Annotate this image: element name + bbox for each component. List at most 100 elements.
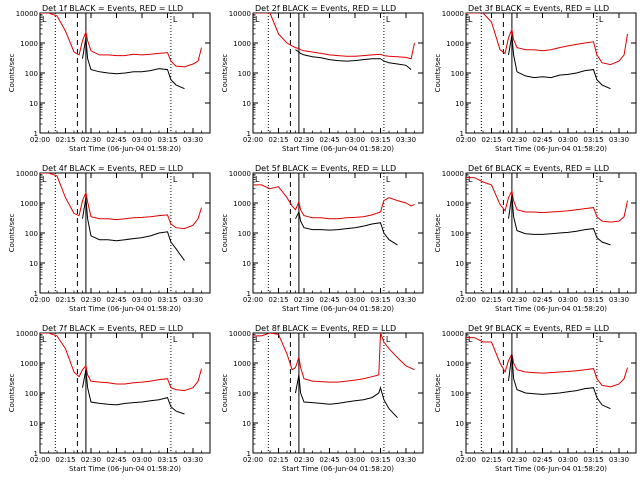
y-tick-label: 1 xyxy=(460,290,464,298)
y-tick-label: 10 xyxy=(29,100,38,108)
x-axis-label: Start Time (06-Jun-04 01:58:20) xyxy=(282,465,394,473)
y-tick-label: 10 xyxy=(242,420,251,428)
x-tick-label: 03:00 xyxy=(132,456,152,464)
y-tick-label: 10 xyxy=(455,260,464,268)
x-tick-label: 02:00 xyxy=(243,296,263,304)
panel-title: Det 3f BLACK = Events, RED = LLD xyxy=(468,4,609,13)
x-tick-label: 02:30 xyxy=(507,136,527,144)
x-tick-label: 03:00 xyxy=(345,136,365,144)
bracket-marker-right: L xyxy=(173,175,178,184)
y-tick-label: 1 xyxy=(460,130,464,138)
x-tick-label: 02:30 xyxy=(81,296,101,304)
x-tick-label: 03:15 xyxy=(157,456,177,464)
bracket-marker-left: L xyxy=(255,15,260,24)
detector-panel-2: Det 2f BLACK = Events, RED = LLD 1 10 100 10… xyxy=(221,4,424,153)
x-tick-label: 02:00 xyxy=(456,296,476,304)
y-tick-label: 10 xyxy=(29,260,38,268)
detector-panel-8: Det 8f BLACK = Events, RED = LLD 1 10 100 10… xyxy=(221,324,424,473)
plot-frame xyxy=(39,172,211,294)
x-tick-label: 02:15 xyxy=(481,456,501,464)
plot-frame xyxy=(465,12,637,134)
panel-title: Det 6f BLACK = Events, RED = LLD xyxy=(468,164,609,173)
y-tick-label: 10000 xyxy=(16,170,38,178)
y-tick-label: 1 xyxy=(34,290,38,298)
y-axis-label: Counts/sec xyxy=(8,374,16,413)
x-axis-label: Start Time (06-Jun-04 01:58:20) xyxy=(282,305,394,313)
x-tick-label: 02:30 xyxy=(294,296,314,304)
y-tick-label: 10 xyxy=(29,420,38,428)
y-tick-label: 1000 xyxy=(20,360,38,368)
y-tick-label: 1 xyxy=(247,450,251,458)
x-tick-label: 03:30 xyxy=(609,296,629,304)
detector-panel-7: Det 7f BLACK = Events, RED = LLD 1 10 100 10… xyxy=(8,324,211,473)
y-tick-label: 10000 xyxy=(16,10,38,18)
y-tick-label: 10000 xyxy=(229,330,251,338)
x-tick-label: 03:00 xyxy=(558,136,578,144)
panel-title: Det 2f BLACK = Events, RED = LLD xyxy=(255,4,396,13)
events-series-line xyxy=(295,210,398,246)
bracket-marker-right: L xyxy=(599,15,604,24)
panel-title: Det 7f BLACK = Events, RED = LLD xyxy=(42,324,183,333)
bracket-marker-right: L xyxy=(599,335,604,344)
lld-series-line xyxy=(253,13,415,60)
y-tick-label: 1 xyxy=(247,290,251,298)
x-tick-label: 02:15 xyxy=(55,136,75,144)
lld-series-line xyxy=(466,337,628,388)
x-tick-label: 02:30 xyxy=(294,136,314,144)
x-tick-label: 02:15 xyxy=(268,136,288,144)
x-tick-label: 03:15 xyxy=(157,296,177,304)
lld-series-line xyxy=(40,333,202,392)
x-axis-label: Start Time (06-Jun-04 01:58:20) xyxy=(69,465,181,473)
detector-panel-5: Det 5f BLACK = Events, RED = LLD 1 10 100 10… xyxy=(221,164,424,313)
x-tick-label: 03:00 xyxy=(558,296,578,304)
x-tick-label: 03:30 xyxy=(609,456,629,464)
detector-panel-4: Det 4f BLACK = Events, RED = LLD 1 10 100 10… xyxy=(8,164,211,313)
y-axis-label: Counts/sec xyxy=(8,54,16,93)
x-tick-label: 03:30 xyxy=(396,136,416,144)
x-tick-label: 02:15 xyxy=(481,136,501,144)
y-tick-label: 10000 xyxy=(442,10,464,18)
bracket-marker-left: L xyxy=(42,175,47,184)
detector-panel-9: Det 9f BLACK = Events, RED = LLD 1 10 100 10… xyxy=(434,324,637,473)
lld-series-line xyxy=(253,184,415,220)
y-tick-label: 10000 xyxy=(229,170,251,178)
x-tick-label: 03:30 xyxy=(183,136,203,144)
detector-panel-3: Det 3f BLACK = Events, RED = LLD 1 10 100 10… xyxy=(434,4,637,153)
plot-frame xyxy=(252,12,424,134)
x-tick-label: 03:00 xyxy=(132,296,152,304)
y-tick-label: 1000 xyxy=(446,40,464,48)
events-series-line xyxy=(508,35,611,90)
y-tick-label: 1000 xyxy=(20,40,38,48)
y-tick-label: 1000 xyxy=(446,200,464,208)
x-tick-label: 02:00 xyxy=(30,136,50,144)
x-tick-label: 03:30 xyxy=(183,456,203,464)
y-tick-label: 1000 xyxy=(20,200,38,208)
y-tick-label: 10000 xyxy=(16,330,38,338)
bracket-marker-left: L xyxy=(255,335,260,344)
x-tick-label: 02:45 xyxy=(532,456,552,464)
x-tick-label: 03:30 xyxy=(609,136,629,144)
events-series-line xyxy=(508,353,611,410)
panel-title: Det 4f BLACK = Events, RED = LLD xyxy=(42,164,183,173)
x-tick-label: 03:15 xyxy=(583,136,603,144)
x-tick-label: 02:45 xyxy=(106,296,126,304)
x-tick-label: 02:00 xyxy=(30,296,50,304)
y-tick-label: 10 xyxy=(242,100,251,108)
y-tick-label: 10000 xyxy=(442,330,464,338)
x-tick-label: 02:30 xyxy=(507,296,527,304)
x-tick-label: 03:15 xyxy=(157,136,177,144)
x-tick-label: 02:15 xyxy=(268,456,288,464)
x-tick-label: 02:45 xyxy=(106,456,126,464)
lld-series-line xyxy=(253,333,415,383)
x-tick-label: 02:45 xyxy=(319,296,339,304)
bracket-marker-right: L xyxy=(386,335,391,344)
x-tick-label: 03:00 xyxy=(558,456,578,464)
x-tick-label: 02:15 xyxy=(55,296,75,304)
bracket-marker-right: L xyxy=(173,15,178,24)
plot-frame xyxy=(252,332,424,454)
plot-frame xyxy=(465,332,637,454)
bracket-marker-right: L xyxy=(386,175,391,184)
y-axis-label: Counts/sec xyxy=(8,214,16,253)
detector-panel-6: Det 6f BLACK = Events, RED = LLD 1 10 100 10… xyxy=(434,164,637,313)
x-tick-label: 02:30 xyxy=(81,136,101,144)
